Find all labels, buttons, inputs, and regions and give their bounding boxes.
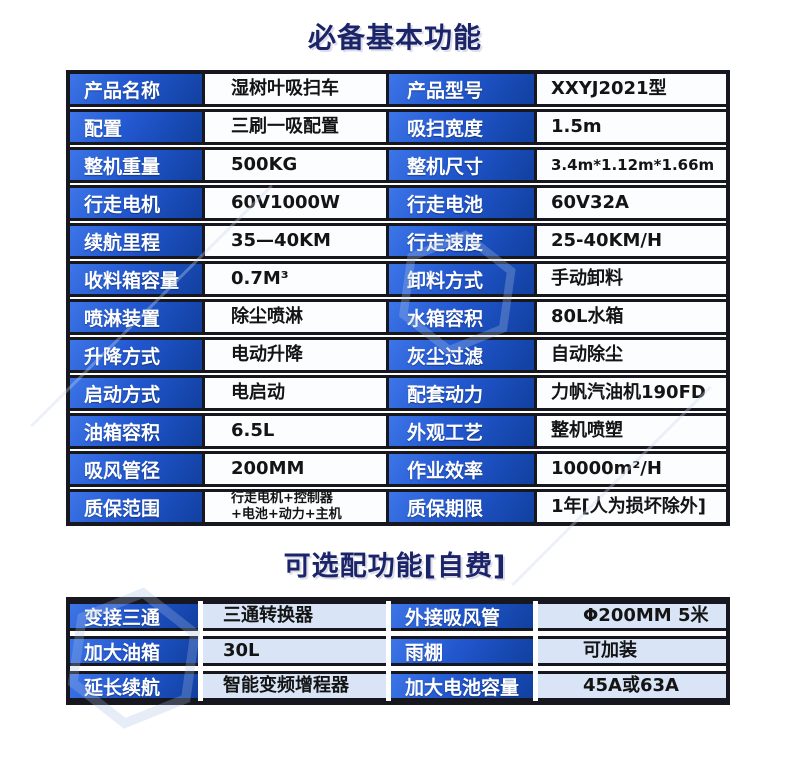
spec-value: 1年[人为损坏除外] bbox=[534, 492, 726, 522]
spec-value: 1.5m bbox=[534, 112, 726, 142]
spec-label: 质保范围 bbox=[70, 492, 202, 522]
spec-value: Φ200MM 5米 bbox=[538, 601, 726, 631]
spec-value: XXYJ2021型 bbox=[534, 74, 726, 104]
spec-value: 湿树叶吸扫车 bbox=[202, 74, 386, 104]
spec-label: 雨棚 bbox=[391, 636, 533, 666]
spec-value: 10000m²/H bbox=[534, 454, 726, 484]
spec-row: 收料箱容量 0.7M³ 卸料方式 手动卸料 bbox=[70, 261, 726, 297]
spec-label: 产品名称 bbox=[70, 74, 202, 104]
spec-label: 产品型号 bbox=[386, 74, 534, 104]
spec-row: 变接三通 三通转换器 外接吸风管 Φ200MM 5米 bbox=[70, 601, 726, 631]
spec-label: 外接吸风管 bbox=[391, 601, 533, 631]
spec-label: 喷淋装置 bbox=[70, 302, 202, 332]
spec-label: 水箱容积 bbox=[386, 302, 534, 332]
spec-row: 行走电机 60V1000W 行走电池 60V32A bbox=[70, 185, 726, 221]
spec-label: 整机重量 bbox=[70, 150, 202, 180]
spec-row: 启动方式 电启动 配套动力 力帆汽油机190FD bbox=[70, 375, 726, 411]
spec-value: 30L bbox=[203, 636, 386, 666]
spec-value: 除尘喷淋 bbox=[202, 302, 386, 332]
basic-functions-table: 产品名称 湿树叶吸扫车 产品型号 XXYJ2021型 配置 三刷一吸配置 吸扫宽度 1.5m 整… bbox=[66, 70, 730, 526]
spec-label: 配套动力 bbox=[386, 378, 534, 408]
spec-value: 3.4m*1.12m*1.66m bbox=[534, 150, 726, 180]
spec-row: 升降方式 电动升降 灰尘过滤 自动除尘 bbox=[70, 337, 726, 373]
spec-label: 续航里程 bbox=[70, 226, 202, 256]
spec-label: 行走速度 bbox=[386, 226, 534, 256]
spec-label: 加大电池容量 bbox=[391, 671, 533, 701]
spec-value: 35—40KM bbox=[202, 226, 386, 256]
spec-label: 整机尺寸 bbox=[386, 150, 534, 180]
spec-value: 0.7M³ bbox=[202, 264, 386, 294]
spec-label: 升降方式 bbox=[70, 340, 202, 370]
spec-value: 智能变频增程器 bbox=[203, 671, 386, 701]
spec-label: 灰尘过滤 bbox=[386, 340, 534, 370]
spec-label: 延长续航 bbox=[70, 671, 198, 701]
spec-label: 收料箱容量 bbox=[70, 264, 202, 294]
spec-label: 启动方式 bbox=[70, 378, 202, 408]
spec-row: 延长续航 智能变频增程器 加大电池容量 45A或63A bbox=[70, 671, 726, 701]
spec-label: 吸扫宽度 bbox=[386, 112, 534, 142]
spec-label: 吸风管径 bbox=[70, 454, 202, 484]
spec-value: 60V32A bbox=[534, 188, 726, 218]
spec-value: 25-40KM/H bbox=[534, 226, 726, 256]
spec-value: 力帆汽油机190FD bbox=[534, 378, 726, 408]
spec-label: 配置 bbox=[70, 112, 202, 142]
spec-row: 质保范围 行走电机+控制器 +电池+动力+主机 质保期限 1年[人为损坏除外] bbox=[70, 489, 726, 522]
section-title-optional-functions: 可选配功能[自费] bbox=[283, 551, 507, 582]
spec-value: 手动卸料 bbox=[534, 264, 726, 294]
spec-label: 行走电机 bbox=[70, 188, 202, 218]
spec-label: 行走电池 bbox=[386, 188, 534, 218]
spec-value: 6.5L bbox=[202, 416, 386, 446]
section-title-basic-functions: 必备基本功能 bbox=[307, 21, 482, 54]
spec-value: 可加装 bbox=[538, 636, 726, 666]
spec-value: 自动除尘 bbox=[534, 340, 726, 370]
spec-row: 整机重量 500KG 整机尺寸 3.4m*1.12m*1.66m bbox=[70, 147, 726, 183]
spec-row: 产品名称 湿树叶吸扫车 产品型号 XXYJ2021型 bbox=[70, 74, 726, 107]
spec-value: 电动升降 bbox=[202, 340, 386, 370]
spec-label: 质保期限 bbox=[386, 492, 534, 522]
spec-row: 油箱容积 6.5L 外观工艺 整机喷塑 bbox=[70, 413, 726, 449]
spec-row: 续航里程 35—40KM 行走速度 25-40KM/H bbox=[70, 223, 726, 259]
spec-value: 45A或63A bbox=[538, 671, 726, 701]
spec-label: 作业效率 bbox=[386, 454, 534, 484]
spec-row: 加大油箱 30L 雨棚 可加装 bbox=[70, 636, 726, 666]
spec-value: 80L水箱 bbox=[534, 302, 726, 332]
spec-value: 500KG bbox=[202, 150, 386, 180]
spec-row: 喷淋装置 除尘喷淋 水箱容积 80L水箱 bbox=[70, 299, 726, 335]
spec-row: 配置 三刷一吸配置 吸扫宽度 1.5m bbox=[70, 109, 726, 145]
spec-label: 外观工艺 bbox=[386, 416, 534, 446]
spec-label: 加大油箱 bbox=[70, 636, 198, 666]
spec-value: 电启动 bbox=[202, 378, 386, 408]
spec-value: 行走电机+控制器 +电池+动力+主机 bbox=[202, 491, 386, 522]
spec-label: 变接三通 bbox=[70, 601, 198, 631]
spec-label: 油箱容积 bbox=[70, 416, 202, 446]
optional-functions-table: 变接三通 三通转换器 外接吸风管 Φ200MM 5米 加大油箱 30L 雨棚 可加装 延长续航智… bbox=[66, 597, 730, 705]
spec-value: 60V1000W bbox=[202, 188, 386, 218]
spec-value: 200MM bbox=[202, 454, 386, 484]
spec-row: 吸风管径 200MM 作业效率 10000m²/H bbox=[70, 451, 726, 487]
spec-value: 三通转换器 bbox=[203, 601, 386, 631]
spec-value: 三刷一吸配置 bbox=[202, 112, 386, 142]
spec-value: 整机喷塑 bbox=[534, 416, 726, 446]
spec-label: 卸料方式 bbox=[386, 264, 534, 294]
